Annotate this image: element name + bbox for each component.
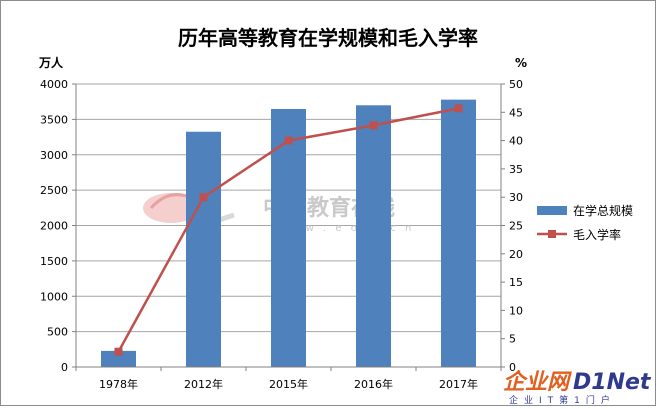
left-axis-tick-label: 2000 (40, 220, 68, 233)
line-marker (199, 193, 208, 202)
left-axis-unit: 万人 (38, 55, 64, 70)
bar (441, 99, 476, 368)
x-axis-tick-label: 2015年 (269, 377, 308, 391)
bar (186, 131, 221, 367)
right-axis-tick-label: 35 (509, 163, 523, 176)
right-axis-tick-label: 50 (509, 78, 523, 91)
left-axis-tick-label: 3000 (40, 149, 68, 162)
line-marker (114, 347, 123, 356)
legend-bar-swatch (537, 206, 567, 215)
site-logo: 企业网 D1Net 企业IT第1门户 (503, 369, 652, 406)
left-axis-tick-label: 1000 (40, 290, 68, 303)
right-axis-tick-label: 0 (509, 361, 516, 374)
legend-line-marker (548, 230, 556, 238)
left-axis-tick-label: 500 (47, 326, 68, 339)
left-axis-tick-label: 3500 (40, 113, 68, 126)
right-axis-tick-label: 10 (509, 304, 523, 317)
x-axis-tick-label: 2016年 (354, 377, 393, 391)
right-axis-unit: % (515, 56, 527, 70)
right-axis-tick-label: 25 (509, 220, 523, 233)
bar (101, 350, 136, 367)
right-axis-tick-label: 20 (509, 248, 523, 261)
right-axis-tick-label: 5 (509, 333, 516, 346)
left-axis-tick-label: 1500 (40, 255, 68, 268)
left-axis-tick-label: 4000 (40, 78, 68, 91)
logo-subtitle: 企业IT第1门户 (509, 394, 616, 405)
line-marker (369, 121, 378, 130)
line-marker (454, 104, 463, 113)
chart-title: 历年高等教育在学规模和毛入学率 (178, 26, 478, 50)
x-axis-tick-label: 2012年 (184, 377, 223, 391)
bar (356, 105, 391, 368)
left-axis-tick-label: 0 (61, 361, 68, 374)
logo-text-part1: 企业网 (503, 369, 572, 395)
bar (271, 108, 306, 368)
x-axis-tick-label: 1978年 (99, 377, 138, 391)
right-axis-tick-label: 40 (509, 135, 523, 148)
axes: 0 500 1000 1500 2000 2500 3000 3500 4000 0 5 10 15 20… (40, 78, 523, 391)
line-marker (284, 136, 293, 145)
right-axis-tick-label: 30 (509, 191, 523, 204)
legend-label-bar: 在学总规模 (573, 203, 633, 218)
logo-text-part2: D1Net (573, 370, 652, 395)
bar-series (101, 99, 476, 368)
right-axis-tick-label: 15 (509, 276, 523, 289)
legend-label-line: 毛入学率 (573, 227, 621, 242)
right-axis-tick-label: 45 (509, 106, 523, 119)
x-axis-tick-label: 2017年 (439, 377, 478, 391)
watermark-url: w w w . e o l . c n (271, 223, 414, 234)
left-axis-tick-label: 2500 (40, 184, 68, 197)
line-series (114, 104, 463, 356)
